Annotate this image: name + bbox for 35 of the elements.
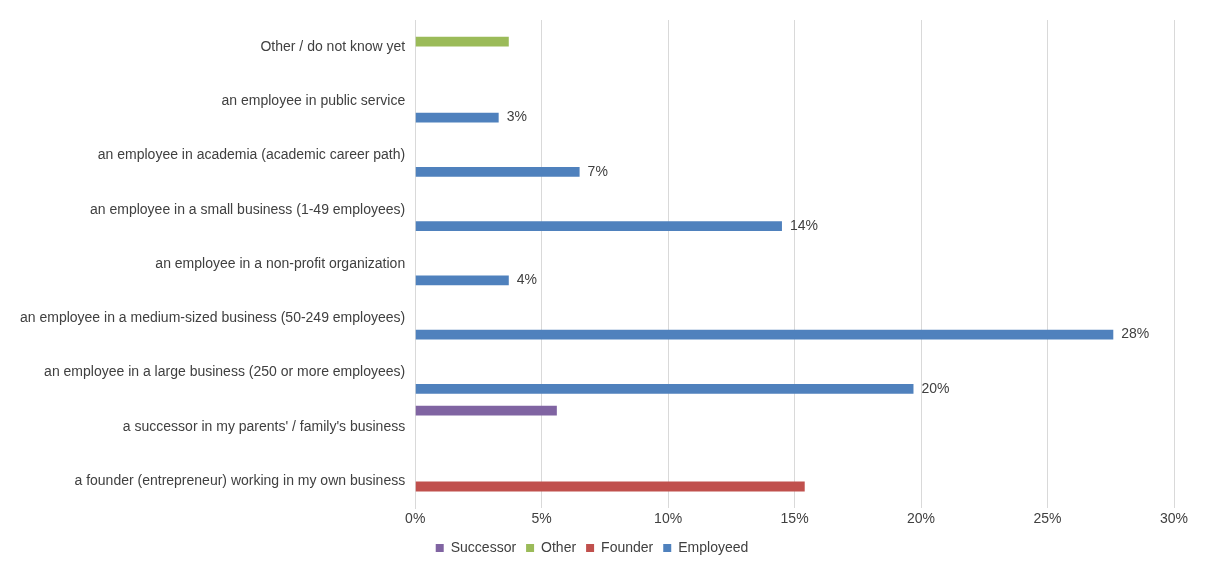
data-label: 28% (1121, 325, 1150, 342)
x-tick-label: 10% (654, 510, 683, 527)
x-tick-label: 30% (1159, 510, 1189, 527)
y-tick-label: an employee in a large business (250 or more employees) (44, 363, 406, 380)
legend-label: Employeed (678, 538, 749, 555)
y-tick-label: a successor in my parents' / family's business (122, 417, 406, 434)
legend-label: Other (541, 538, 577, 555)
bar (415, 383, 914, 394)
x-tick-label: 25% (1033, 510, 1062, 527)
data-label: 7% (587, 162, 608, 179)
legend-label: Successor (450, 538, 517, 555)
y-tick-label: an employee in a small business (1-49 employees) (90, 200, 406, 217)
bar (415, 329, 1114, 340)
x-tick-label: 20% (907, 510, 936, 527)
y-tick-label: an employee in academia (academic career path) (97, 146, 406, 163)
bar (415, 36, 509, 47)
y-tick-label: Other / do not know yet (260, 37, 406, 54)
data-label: 3% (506, 108, 527, 125)
bar (415, 112, 499, 123)
bar (415, 167, 580, 177)
x-tick-label: 0% (405, 510, 426, 527)
bar (415, 405, 557, 416)
y-tick-label: an employee in a medium-sized business (50-249 employees) (20, 309, 406, 326)
data-label: 14% (789, 216, 818, 233)
data-label: 20% (921, 379, 950, 396)
x-tick-label: 5% (531, 510, 552, 527)
bar (415, 221, 782, 232)
legend-label: Founder (601, 538, 654, 555)
bar (415, 275, 509, 286)
y-tick-label: an employee in a non-profit organization (155, 254, 406, 271)
y-tick-label: an employee in public service (221, 92, 406, 109)
y-tick-label: a founder (entrepreneur) working in my own business (74, 471, 406, 488)
x-tick-label: 15% (780, 510, 809, 527)
bar (415, 481, 805, 492)
data-label: 4% (516, 271, 538, 288)
